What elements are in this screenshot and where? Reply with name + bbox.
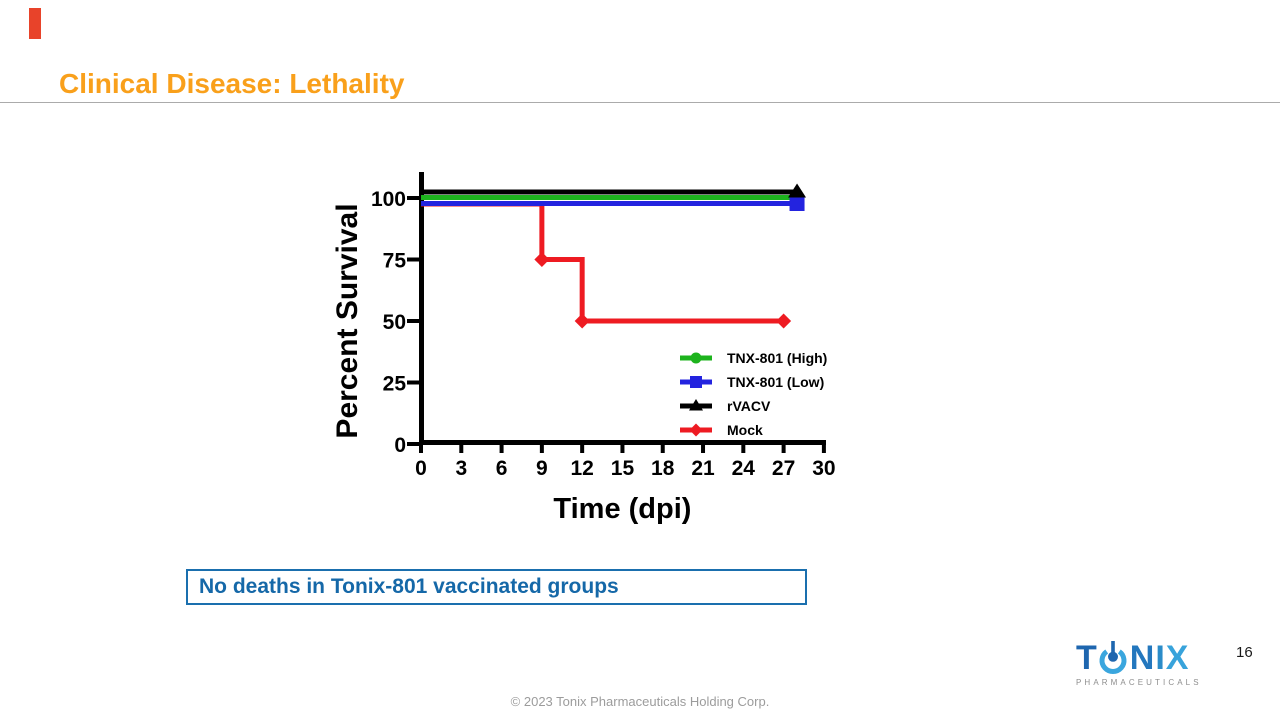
svg-text:15: 15 — [611, 457, 635, 480]
svg-text:rVACV: rVACV — [727, 398, 771, 414]
chart-legend: TNX-801 (High) TNX-801 (Low) rVACV Mock — [680, 350, 827, 438]
svg-text:100: 100 — [371, 188, 406, 211]
logo-o-power-pin-icon — [1099, 641, 1127, 674]
callout-box: No deaths in Tonix-801 vaccinated groups — [186, 569, 807, 605]
svg-text:0: 0 — [415, 457, 427, 480]
svg-text:50: 50 — [383, 311, 406, 334]
svg-text:TNX-801 (Low): TNX-801 (Low) — [727, 374, 824, 390]
series-mock — [421, 201, 792, 329]
callout-text: No deaths in Tonix-801 vaccinated groups — [199, 575, 619, 598]
svg-text:Mock: Mock — [727, 422, 763, 438]
tonix-logo: T N I X PHARMACEUTICALS — [1076, 641, 1210, 687]
logo-wordmark: T N I X — [1076, 641, 1210, 677]
svg-text:Time (dpi): Time (dpi) — [553, 493, 691, 525]
svg-text:6: 6 — [496, 457, 508, 480]
svg-text:Percent Survival: Percent Survival — [331, 203, 364, 438]
svg-text:75: 75 — [383, 250, 407, 273]
svg-text:18: 18 — [651, 457, 675, 480]
svg-text:30: 30 — [812, 457, 835, 480]
logo-letter-n: N — [1129, 639, 1155, 677]
svg-text:3: 3 — [455, 457, 467, 480]
svg-text:12: 12 — [570, 457, 593, 480]
svg-text:TNX-801 (High): TNX-801 (High) — [727, 350, 827, 366]
logo-letter-i: I — [1155, 639, 1165, 677]
page-number: 16 — [1236, 644, 1253, 661]
svg-text:25: 25 — [383, 373, 407, 396]
svg-text:24: 24 — [732, 457, 756, 480]
footer-copyright: © 2023 Tonix Pharmaceuticals Holding Cor… — [510, 694, 770, 709]
svg-text:0: 0 — [394, 434, 406, 457]
logo-letter-x: X — [1165, 639, 1189, 677]
svg-text:9: 9 — [536, 457, 548, 480]
title-divider — [0, 102, 1280, 103]
axes: 0 3 6 9 12 15 18 21 24 27 30 0 25 50 75 100 Time (dpi) Pe… — [331, 172, 836, 525]
series-tnx-801-low- — [421, 196, 805, 211]
logo-letter-t: T — [1076, 639, 1097, 677]
series-rvacv — [421, 183, 807, 198]
svg-text:27: 27 — [772, 457, 795, 480]
survival-chart: 0 3 6 9 12 15 18 21 24 27 30 0 25 50 75 100 Time (dpi) Pe… — [331, 172, 836, 525]
logo-subtext: PHARMACEUTICALS — [1076, 678, 1202, 687]
svg-text:21: 21 — [691, 457, 715, 480]
red-accent-mark — [29, 8, 41, 39]
page-title: Clinical Disease: Lethality — [59, 68, 405, 99]
